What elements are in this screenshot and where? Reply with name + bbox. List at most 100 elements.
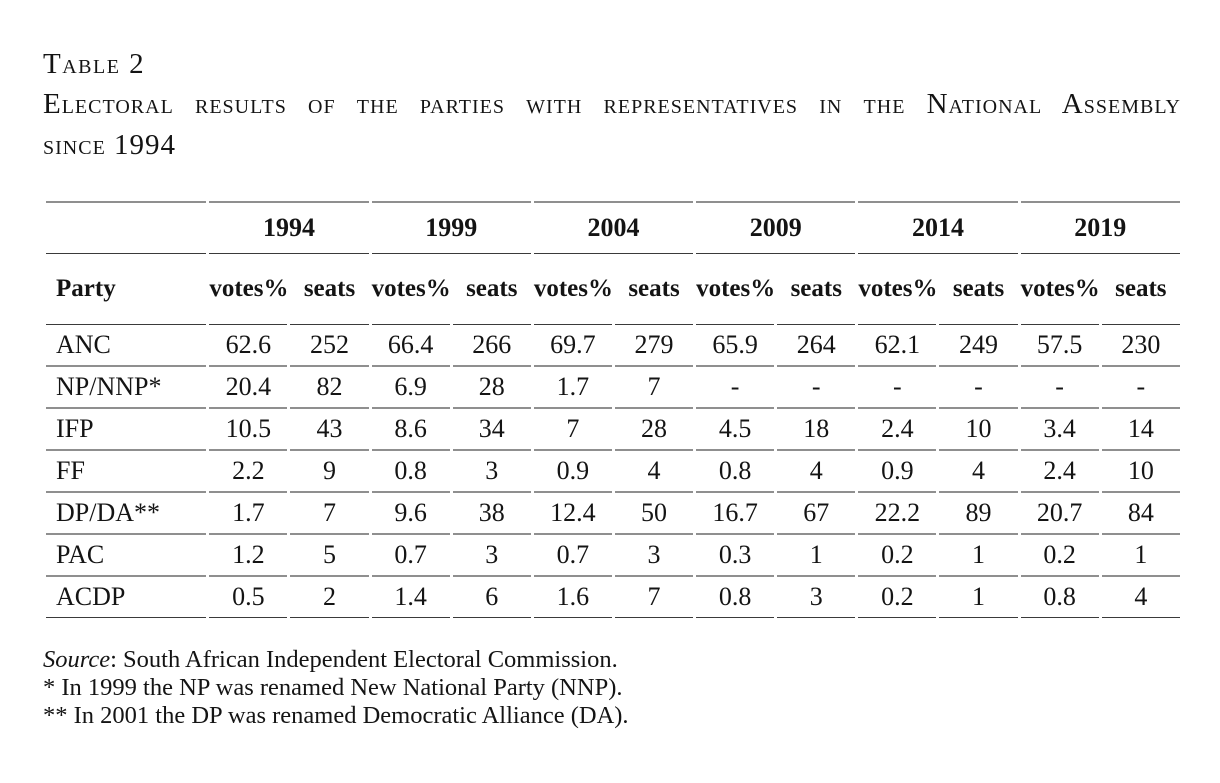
seats-cell: 9 [290, 451, 369, 493]
seats-cell: 4 [1101, 577, 1180, 618]
party-column-header: Party [46, 254, 207, 325]
votes-percent-column-header: votes% [209, 254, 288, 325]
seats-cell: 43 [290, 409, 369, 451]
seats-cell: 7 [614, 367, 694, 409]
seats-cell: 34 [452, 409, 531, 451]
party-cell: ANC [46, 325, 207, 367]
year-header-2004: 2004 [533, 201, 694, 254]
votes-percent-cell: 7 [533, 409, 612, 451]
votes-percent-cell: 0.8 [696, 577, 775, 618]
votes-percent-cell: 1.7 [209, 493, 288, 535]
table-title-line2: since 1994 [43, 129, 177, 161]
votes-percent-column-header: votes% [696, 254, 775, 325]
seats-column-header: seats [1101, 254, 1180, 325]
seats-cell: 3 [452, 451, 531, 493]
seats-cell: 252 [290, 325, 369, 367]
votes-percent-column-header: votes% [858, 254, 937, 325]
seats-cell: 1 [939, 535, 1018, 577]
votes-percent-cell: 69.7 [533, 325, 612, 367]
votes-percent-cell: 62.6 [209, 325, 288, 367]
seats-cell: 6 [452, 577, 531, 618]
table-row-pac: PAC 1.2 5 0.7 3 0.7 3 0.3 1 0.2 1 0.2 1 [46, 535, 1180, 577]
party-cell: PAC [46, 535, 207, 577]
seats-cell: 230 [1101, 325, 1180, 367]
seats-cell: 4 [614, 451, 694, 493]
seats-cell: 82 [290, 367, 369, 409]
votes-percent-cell: 62.1 [858, 325, 937, 367]
votes-percent-cell: 0.9 [858, 451, 937, 493]
votes-percent-cell: 3.4 [1020, 409, 1099, 451]
votes-percent-cell: 10.5 [209, 409, 288, 451]
votes-percent-cell: 12.4 [533, 493, 612, 535]
seats-cell: 249 [939, 325, 1018, 367]
votes-percent-cell: 1.4 [371, 577, 450, 618]
votes-percent-cell: - [696, 367, 775, 409]
seats-cell: 1 [777, 535, 856, 577]
seats-cell: 67 [777, 493, 856, 535]
votes-percent-cell: 0.3 [696, 535, 775, 577]
votes-percent-cell: 0.2 [1020, 535, 1099, 577]
votes-percent-cell: 4.5 [696, 409, 775, 451]
seats-cell: 5 [290, 535, 369, 577]
seats-column-header: seats [939, 254, 1018, 325]
votes-percent-cell: 1.2 [209, 535, 288, 577]
seats-cell: 3 [777, 577, 856, 618]
year-header-1994: 1994 [209, 201, 369, 254]
seats-cell: 4 [939, 451, 1018, 493]
seats-cell: 3 [614, 535, 694, 577]
seats-cell: 50 [614, 493, 694, 535]
seats-cell: 38 [452, 493, 531, 535]
table-row-npnnp: NP/NNP* 20.4 82 6.9 28 1.7 7- - - - - - [46, 367, 1180, 409]
table-notes: Source: South African Independent Electo… [43, 646, 629, 730]
seats-cell: 84 [1101, 493, 1180, 535]
year-header-2009: 2009 [696, 201, 856, 254]
table-body: ANC 62.6 252 66.4 266 69.7 279 65.9 264 62.1 249 57… [46, 325, 1180, 618]
party-cell: NP/NNP* [46, 367, 207, 409]
votes-percent-cell: 0.5 [209, 577, 288, 618]
source-note: Source: South African Independent Electo… [43, 646, 629, 674]
year-header-1999: 1999 [371, 201, 531, 254]
votes-percent-cell: - [858, 367, 937, 409]
seats-cell: 89 [939, 493, 1018, 535]
votes-percent-cell: - [1020, 367, 1099, 409]
seats-cell: 3 [452, 535, 531, 577]
seats-column-header: seats [452, 254, 531, 325]
votes-percent-cell: 0.7 [371, 535, 450, 577]
votes-percent-cell: 0.8 [696, 451, 775, 493]
seats-cell: - [939, 367, 1018, 409]
seats-cell: 2 [290, 577, 369, 618]
party-cell: FF [46, 451, 207, 493]
votes-percent-cell: 65.9 [696, 325, 775, 367]
party-cell: ACDP [46, 577, 207, 618]
table-row-anc: ANC 62.6 252 66.4 266 69.7 279 65.9 264 62.1 249 57… [46, 325, 1180, 367]
seats-cell: 10 [1101, 451, 1180, 493]
seats-cell: 18 [777, 409, 856, 451]
party-cell: DP/DA** [46, 493, 207, 535]
seats-cell: 266 [452, 325, 531, 367]
table-row-dpda: DP/DA** 1.7 7 9.6 38 12.4 50 16.7 67 22.2 89 20.7 84 [46, 493, 1180, 535]
seats-cell: 279 [614, 325, 694, 367]
seats-column-header: seats [614, 254, 694, 325]
years-row-corner-cell [46, 201, 207, 254]
votes-percent-cell: 2.4 [858, 409, 937, 451]
year-header-2014: 2014 [858, 201, 1018, 254]
votes-percent-cell: 0.2 [858, 535, 937, 577]
table-head: 1994 1999 2004 2009 2014 2019 Party votes% seat… [46, 201, 1180, 325]
party-cell: IFP [46, 409, 207, 451]
table-row-acdp: ACDP 0.5 2 1.4 6 1.6 7 0.8 3 0.2 1 0.8 4 [46, 577, 1180, 618]
votes-percent-column-header: votes% [533, 254, 613, 325]
votes-percent-cell: 2.4 [1020, 451, 1099, 493]
seats-cell: 7 [290, 493, 369, 535]
footnote-dp: ** In 2001 the DP was renamed Democratic… [43, 702, 629, 729]
seats-cell: 28 [614, 409, 694, 451]
years-row: 1994 1999 2004 2009 2014 2019 [46, 201, 1180, 254]
votes-percent-column-header: votes% [1020, 254, 1100, 325]
seats-cell: 14 [1101, 409, 1180, 451]
votes-percent-column-header: votes% [371, 254, 451, 325]
table-label: Table 2 [43, 48, 146, 80]
votes-percent-cell: 1.6 [533, 577, 612, 618]
year-header-2019: 2019 [1020, 201, 1180, 254]
votes-percent-cell: 22.2 [858, 493, 937, 535]
source-label: Source [43, 646, 111, 673]
